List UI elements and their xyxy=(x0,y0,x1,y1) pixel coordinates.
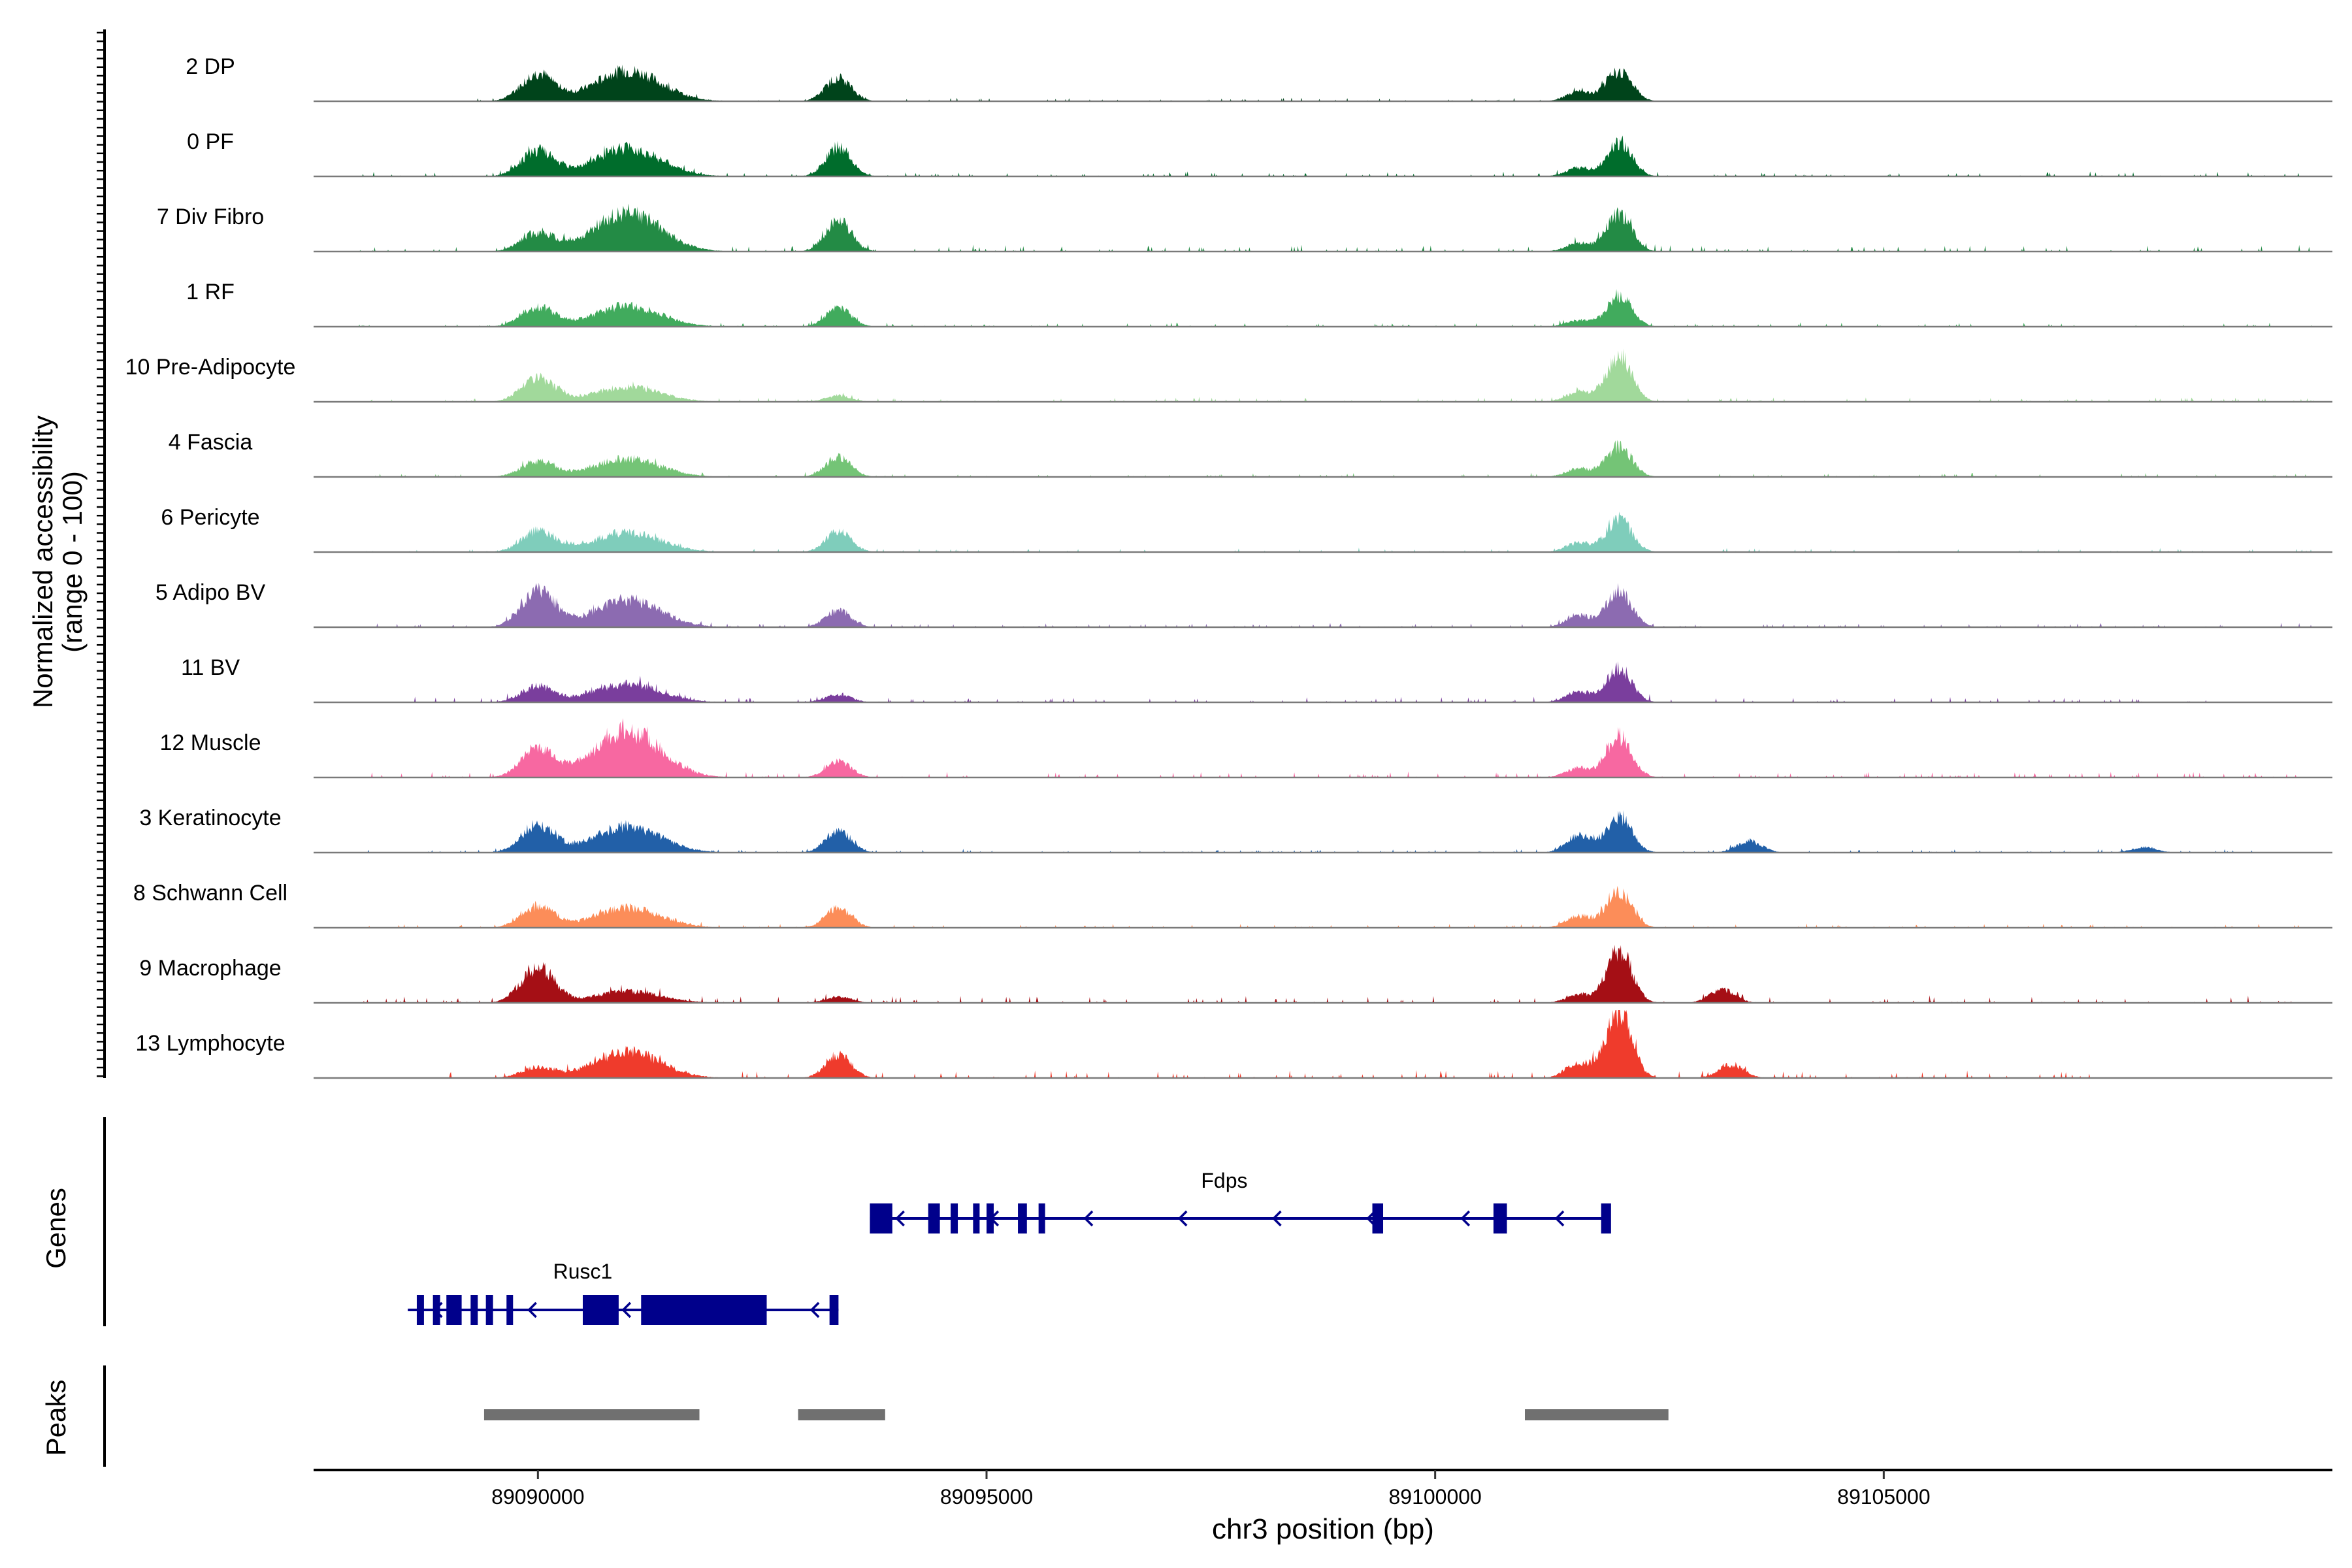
gene-label: Fdps xyxy=(1201,1169,1247,1192)
gene-exon xyxy=(416,1295,424,1325)
track-label: 0 PF xyxy=(187,129,234,154)
track-5-adipo-bv: 5 Adipo BV xyxy=(155,580,2332,629)
y-axis-title-line1: Normalized accessibility xyxy=(27,416,58,708)
gene-exon xyxy=(928,1203,940,1233)
coverage-tracks: 2 DP 0 PF 7 Div Fibro 1 RF 10 Pre-Adipocyte 4… xyxy=(125,54,2332,1079)
strand-arrow xyxy=(1271,1210,1282,1227)
gene-exon xyxy=(506,1295,514,1325)
coverage-area xyxy=(358,203,2315,252)
coverage-area xyxy=(358,135,2315,176)
track-4-fascia: 4 Fascia xyxy=(169,430,2332,478)
gene-exon xyxy=(951,1203,958,1233)
track-6-pericyte: 6 Pericyte xyxy=(161,505,2332,553)
gene-rusc1: Rusc1 xyxy=(408,1260,839,1325)
strand-arrow xyxy=(621,1301,632,1318)
strand-arrow xyxy=(1083,1210,1094,1227)
peak-region xyxy=(483,1409,700,1420)
track-label: 5 Adipo BV xyxy=(155,580,266,605)
gene-exon xyxy=(485,1295,493,1325)
gene-exon xyxy=(829,1295,839,1325)
coverage-area xyxy=(403,661,2243,702)
track-8-schwann-cell: 8 Schwann Cell xyxy=(133,881,2332,929)
x-axis: 89090000 89095000 89100000 89105000 xyxy=(314,1469,2332,1509)
strand-arrow xyxy=(1366,1210,1376,1227)
gene-exon xyxy=(1601,1203,1611,1233)
track-label: 3 Keratinocyte xyxy=(139,806,281,830)
peaks-axis-title: Peaks xyxy=(41,1380,71,1456)
gene-exon xyxy=(641,1295,767,1325)
coverage-area xyxy=(358,583,2315,627)
track-7-div-fibro: 7 Div Fibro xyxy=(157,203,2332,253)
track-11-bv: 11 BV xyxy=(181,655,2332,704)
x-tick-label: 89100000 xyxy=(1388,1485,1481,1509)
track-label: 11 BV xyxy=(181,655,240,680)
track-label: 9 Macrophage xyxy=(139,956,281,981)
genes-panel: Rusc1 Fdps xyxy=(103,1117,1611,1326)
genes-axis-title: Genes xyxy=(41,1188,71,1269)
peak-region xyxy=(1525,1409,1669,1420)
strand-arrow xyxy=(527,1301,537,1318)
gene-exon xyxy=(1018,1203,1027,1233)
strand-arrow xyxy=(433,1301,443,1318)
coverage-area xyxy=(475,64,1660,101)
strand-arrow xyxy=(1177,1210,1188,1227)
track-13-lymphocyte: 13 Lymphocyte xyxy=(135,1010,2332,1079)
gene-exon xyxy=(973,1203,980,1233)
strand-arrow xyxy=(989,1210,1000,1227)
x-tick-label: 89105000 xyxy=(1837,1485,1930,1509)
gene-exon xyxy=(470,1295,478,1325)
track-label: 7 Div Fibro xyxy=(157,204,264,229)
track-9-macrophage: 9 Macrophage xyxy=(139,945,2332,1004)
strand-arrow xyxy=(1554,1210,1565,1227)
track-2-dp: 2 DP xyxy=(186,54,2332,103)
y-axis-coverage xyxy=(97,29,106,1078)
track-12-muscle: 12 Muscle xyxy=(160,718,2332,779)
gene-fdps: Fdps xyxy=(870,1169,1611,1233)
gene-label: Rusc1 xyxy=(553,1260,613,1283)
track-0-pf: 0 PF xyxy=(187,129,2332,178)
gene-exon xyxy=(583,1295,619,1325)
gene-exon xyxy=(433,1295,440,1325)
peak-region xyxy=(798,1409,885,1420)
strand-arrow xyxy=(809,1301,820,1318)
track-1-rf: 1 RF xyxy=(186,280,2332,328)
track-label: 4 Fascia xyxy=(169,430,253,455)
track-label: 6 Pericyte xyxy=(161,505,259,530)
gene-exon xyxy=(446,1295,462,1325)
gene-exon xyxy=(870,1203,892,1233)
peaks-panel xyxy=(103,1365,1669,1467)
coverage-area xyxy=(358,289,2315,327)
track-label: 2 DP xyxy=(186,54,235,79)
track-label: 8 Schwann Cell xyxy=(133,881,287,906)
track-3-keratinocyte: 3 Keratinocyte xyxy=(139,806,2332,854)
coverage-area xyxy=(358,512,2315,552)
track-label: 12 Muscle xyxy=(160,730,261,755)
strand-arrow xyxy=(1460,1210,1471,1227)
strand-arrow xyxy=(715,1301,726,1318)
track-10-pre-adipocyte: 10 Pre-Adipocyte xyxy=(125,348,2332,403)
strand-arrow xyxy=(895,1210,905,1227)
y-axis-title-line2: (range 0 - 100) xyxy=(57,471,88,653)
track-label: 13 Lymphocyte xyxy=(135,1031,285,1056)
x-tick-label: 89095000 xyxy=(940,1485,1033,1509)
coverage-area xyxy=(358,440,2315,477)
gene-exon xyxy=(1038,1203,1045,1233)
track-label: 1 RF xyxy=(186,280,235,304)
coverage-area xyxy=(358,886,2315,928)
coverage-area xyxy=(358,945,2315,1003)
coverage-area xyxy=(358,809,2315,853)
gene-exon xyxy=(1493,1203,1507,1233)
x-tick-label: 89090000 xyxy=(491,1485,584,1509)
gene-exon xyxy=(1372,1203,1384,1233)
coverage-area xyxy=(430,1010,2091,1078)
track-label: 10 Pre-Adipocyte xyxy=(125,355,296,380)
coverage-area xyxy=(358,348,2315,402)
coverage-area xyxy=(358,718,2315,777)
x-axis-title: chr3 position (bp) xyxy=(1212,1513,1434,1545)
